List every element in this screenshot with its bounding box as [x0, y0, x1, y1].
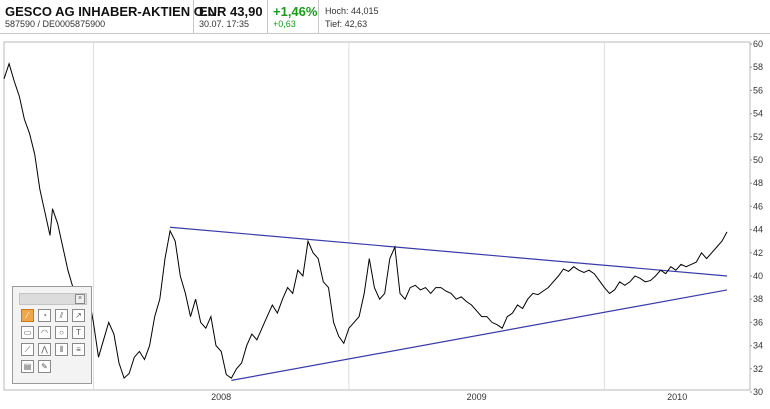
x-tick-label: 2009 [467, 392, 487, 402]
y-tick-label: 32 [753, 364, 763, 374]
line-tool-icon[interactable]: ⁄ [21, 309, 34, 322]
y-tick-label: 50 [753, 155, 763, 165]
fibonacci-icon[interactable]: ◔ [38, 309, 51, 322]
x-axis: 2008 2009 2010 [211, 392, 687, 402]
drawing-toolbox[interactable]: × ⁄ ◔ ⫽ ↗ ▭ ◠ ○ T ⟋ ⋀ ⦀ ≡ ▤ ✎ [12, 286, 92, 384]
upper-trendline[interactable] [170, 226, 728, 277]
price-cell: EUR 43,90 30.07. 17:35 [194, 0, 268, 33]
y-tick-label: 44 [753, 225, 763, 235]
y-tick-label: 60 [753, 39, 763, 49]
change-absolute: +0,63 [273, 19, 296, 29]
y-tick-label: 38 [753, 294, 763, 304]
quote-datetime: 30.07. 17:35 [199, 19, 250, 29]
x-tick-label: 2010 [667, 392, 687, 402]
quote-header: GESCO AG INHABER-AKTIEN O.N. 587590 / DE… [0, 0, 770, 34]
y-tick-label: 54 [753, 109, 763, 119]
toolbox-titlebar[interactable]: × [19, 293, 87, 305]
eraser-icon[interactable]: ✎ [38, 360, 51, 373]
text-icon[interactable]: T [72, 326, 85, 339]
y-tick-label: 36 [753, 317, 763, 327]
plot-area [3, 41, 751, 391]
high-low-cell: Hoch: 44,015 Tief: 42,63 [319, 0, 409, 33]
x-tick-label: 2008 [211, 392, 231, 402]
instrument-cell: GESCO AG INHABER-AKTIEN O.N. 587590 / DE… [0, 0, 220, 33]
arc-icon[interactable]: ◠ [38, 326, 51, 339]
channel-icon[interactable]: ⫽ [55, 309, 68, 322]
y-tick-label: 30 [753, 387, 763, 397]
price-line [3, 62, 728, 379]
layers-icon[interactable]: ▤ [21, 360, 34, 373]
last-price: EUR 43,90 [199, 4, 263, 19]
toolbox-buttons: ⁄ ◔ ⫽ ↗ ▭ ◠ ○ T ⟋ ⋀ ⦀ ≡ ▤ ✎ [21, 309, 85, 373]
day-low: Tief: 42,63 [325, 19, 368, 29]
close-icon[interactable]: × [75, 294, 85, 304]
fan-icon[interactable]: ⋀ [38, 343, 51, 356]
lines-icon[interactable]: ≡ [72, 343, 85, 356]
change-cell: +1,46% +0,63 [268, 0, 319, 33]
day-high: Hoch: 44,015 [325, 6, 379, 16]
y-tick-label: 52 [753, 132, 763, 142]
regression-icon[interactable]: ⟋ [21, 343, 34, 356]
lower-trendline[interactable] [231, 289, 728, 381]
rectangle-icon[interactable]: ▭ [21, 326, 34, 339]
y-tick-label: 56 [753, 85, 763, 95]
cycles-icon[interactable]: ⦀ [55, 343, 68, 356]
circle-icon[interactable]: ○ [55, 326, 68, 339]
y-tick-label: 46 [753, 201, 763, 211]
y-tick-label: 34 [753, 341, 763, 351]
trendlines[interactable] [170, 226, 728, 381]
instrument-ids: 587590 / DE0005875900 [5, 19, 106, 29]
y-tick-label: 42 [753, 248, 763, 258]
y-axis: 30 32 34 36 38 40 42 44 46 48 50 52 54 56 58 60 [750, 39, 763, 397]
y-tick-label: 48 [753, 178, 763, 188]
y-tick-label: 58 [753, 62, 763, 72]
change-percent: +1,46% [273, 4, 318, 19]
arrow-icon[interactable]: ↗ [72, 309, 85, 322]
y-tick-label: 40 [753, 271, 763, 281]
instrument-name: GESCO AG INHABER-AKTIEN O.N. [5, 4, 221, 19]
grid [92, 42, 605, 390]
